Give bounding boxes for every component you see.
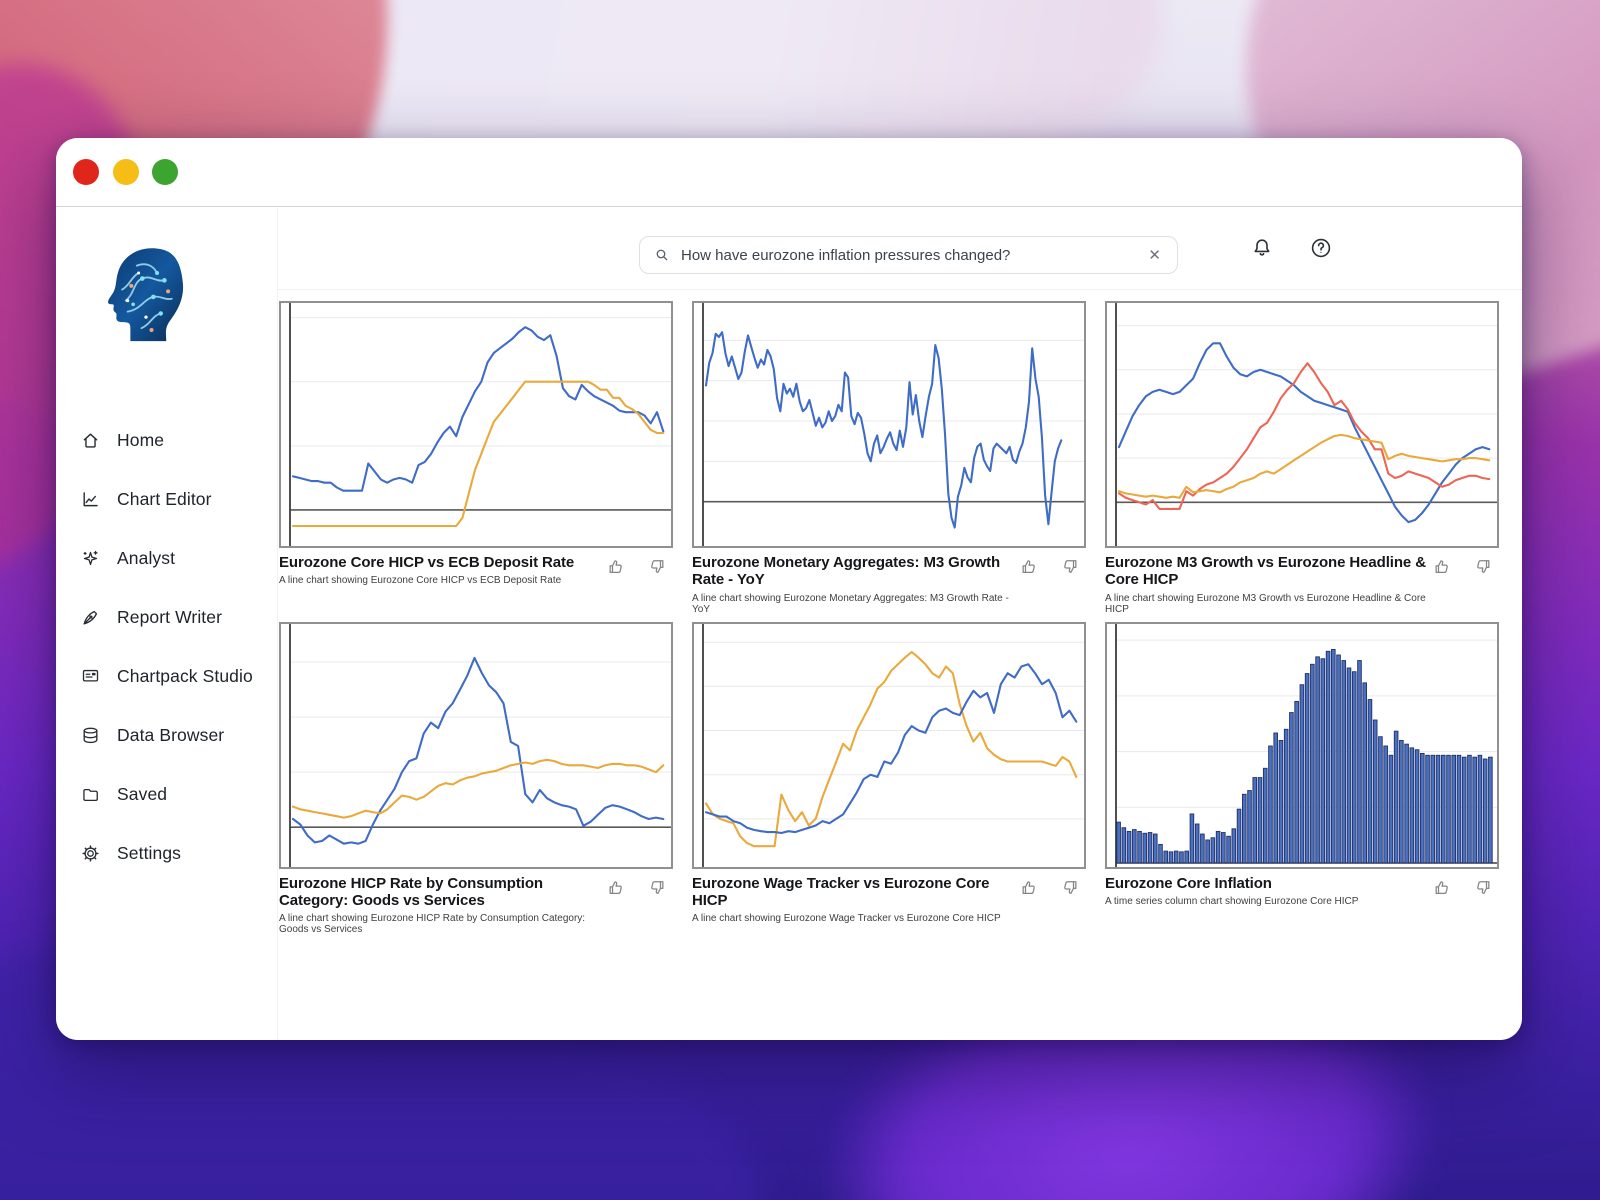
card-title: Eurozone Wage Tracker vs Eurozone Core H… xyxy=(692,874,990,909)
close-window-button[interactable] xyxy=(73,159,99,185)
chart-card: Eurozone HICP Rate by Consumption Catego… xyxy=(279,621,673,935)
card-title: Eurozone M3 Growth vs Eurozone Headline … xyxy=(1105,554,1426,589)
gear-icon xyxy=(82,844,99,862)
thumbs-down-icon[interactable] xyxy=(1060,557,1080,577)
sidebar-item-chart-editor[interactable]: Chart Editor xyxy=(56,487,277,511)
search-input[interactable] xyxy=(681,246,1147,264)
thumbs-up-icon[interactable] xyxy=(1019,878,1039,898)
content-header: ✕ xyxy=(278,208,1522,290)
sidebar-item-data-browser[interactable]: Data Browser xyxy=(56,723,277,747)
card-subtitle: A line chart showing Eurozone M3 Growth … xyxy=(1105,592,1426,615)
app-window: Home Chart Editor Analyst Report Writer … xyxy=(56,138,1522,1040)
sidebar-item-home[interactable]: Home xyxy=(56,428,277,452)
card-subtitle: A line chart showing Eurozone Wage Track… xyxy=(692,913,1001,924)
presentation-icon xyxy=(82,669,99,682)
sidebar-nav: Home Chart Editor Analyst Report Writer … xyxy=(56,428,277,900)
thumbs-up-icon[interactable] xyxy=(606,878,626,898)
chart-thumbnail[interactable] xyxy=(279,301,673,548)
main-content: ✕ Eurozone Core HICP vs ECB Deposit Rate… xyxy=(277,208,1522,1040)
folder-icon xyxy=(83,788,98,801)
chart-thumbnail[interactable] xyxy=(692,301,1086,548)
search-bar[interactable]: ✕ xyxy=(639,236,1178,274)
thumbs-down-icon[interactable] xyxy=(1473,878,1493,898)
ai-head-logo xyxy=(108,248,184,342)
sidebar-item-label: Report Writer xyxy=(117,606,223,627)
sidebar-item-analyst[interactable]: Analyst xyxy=(56,546,277,570)
card-subtitle: A line chart showing Eurozone Core HICP … xyxy=(279,575,562,587)
sidebar-item-saved[interactable]: Saved xyxy=(56,782,277,806)
chart-thumbnail[interactable] xyxy=(1105,621,1499,869)
sidebar-item-chartpack-studio[interactable]: Chartpack Studio xyxy=(56,664,277,688)
search-icon xyxy=(656,249,668,261)
pen-nib-icon xyxy=(83,610,98,624)
card-subtitle: A time series column chart showing Euroz… xyxy=(1105,895,1359,907)
sidebar-item-label: Chart Editor xyxy=(117,488,212,509)
sidebar-item-label: Settings xyxy=(117,842,182,863)
chart-card: Eurozone Monetary Aggregates: M3 Growth … xyxy=(692,301,1086,615)
thumbs-up-icon[interactable] xyxy=(606,557,626,577)
thumbs-up-icon[interactable] xyxy=(1432,878,1452,898)
thumbs-down-icon[interactable] xyxy=(647,878,667,898)
card-title: Eurozone HICP Rate by Consumption Catego… xyxy=(279,874,543,909)
chart-card: Eurozone Core HICP vs ECB Deposit Rate A… xyxy=(279,301,673,586)
thumbs-up-icon[interactable] xyxy=(1019,557,1039,577)
sidebar: Home Chart Editor Analyst Report Writer … xyxy=(56,208,277,1040)
thumbs-down-icon[interactable] xyxy=(647,557,667,577)
home-icon xyxy=(83,433,98,448)
thumbs-down-icon[interactable] xyxy=(1473,557,1493,577)
chart-card: Eurozone Wage Tracker vs Eurozone Core H… xyxy=(692,621,1086,924)
database-icon xyxy=(83,727,98,743)
sidebar-item-label: Saved xyxy=(117,783,168,804)
sparkles-icon xyxy=(83,550,98,565)
card-subtitle: A line chart showing Eurozone HICP Rate … xyxy=(279,913,586,935)
card-title: Eurozone Monetary Aggregates: M3 Growth … xyxy=(692,554,1001,589)
clear-search-icon[interactable]: ✕ xyxy=(1148,246,1161,264)
chart-thumbnail[interactable] xyxy=(1105,301,1499,548)
chart-thumbnail[interactable] xyxy=(692,621,1086,869)
sidebar-item-label: Chartpack Studio xyxy=(117,665,253,686)
chart-thumbnail[interactable] xyxy=(279,621,673,869)
notifications-bell-icon[interactable] xyxy=(1250,236,1274,260)
help-icon[interactable] xyxy=(1309,236,1333,260)
sidebar-item-label: Home xyxy=(117,429,165,450)
cards-area: Eurozone Core HICP vs ECB Deposit Rate A… xyxy=(279,301,1522,1040)
card-title: Eurozone Core HICP vs ECB Deposit Rate xyxy=(279,554,575,571)
minimize-window-button[interactable] xyxy=(113,159,139,185)
zoom-window-button[interactable] xyxy=(152,159,178,185)
chart-card: Eurozone M3 Growth vs Eurozone Headline … xyxy=(1105,301,1499,615)
sidebar-item-report-writer[interactable]: Report Writer xyxy=(56,605,277,629)
chart-editor-icon xyxy=(83,491,98,506)
card-subtitle: A line chart showing Eurozone Monetary A… xyxy=(692,592,1009,615)
sidebar-item-label: Data Browser xyxy=(117,724,225,745)
thumbs-down-icon[interactable] xyxy=(1060,878,1080,898)
chart-card: Eurozone Core Inflation A time series co… xyxy=(1105,621,1499,907)
thumbs-up-icon[interactable] xyxy=(1432,557,1452,577)
card-title: Eurozone Core Inflation xyxy=(1105,874,1272,892)
chart-grid: Eurozone Core HICP vs ECB Deposit Rate A… xyxy=(279,301,1522,935)
sidebar-item-settings[interactable]: Settings xyxy=(56,841,277,865)
sidebar-item-label: Analyst xyxy=(117,547,176,568)
window-titlebar xyxy=(56,138,1522,207)
